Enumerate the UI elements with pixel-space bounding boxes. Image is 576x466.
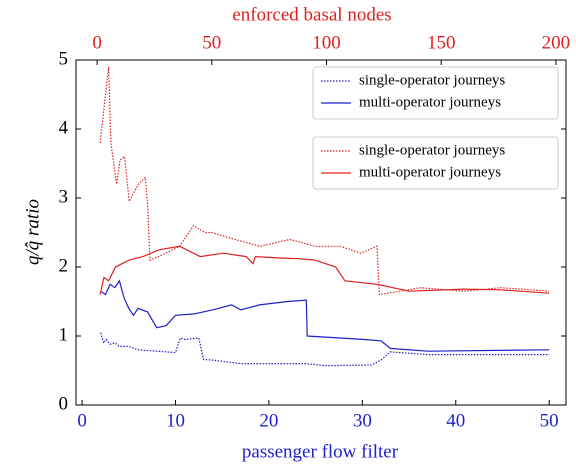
y-tick-label: 5 [59,48,69,69]
x-tick-label: 10 [166,410,185,431]
legend-label: single-operator journeys [359,142,505,158]
x-tick-label: 50 [540,410,559,431]
x2-tick-label: 150 [427,32,456,53]
x-tick-label: 30 [353,410,372,431]
x-axis-title: passenger flow filter [242,441,399,462]
y-tick-label: 2 [59,255,69,276]
y-tick-label: 4 [59,117,69,138]
series-line [99,66,550,296]
x-tick-label: 0 [77,410,87,431]
series-line [100,279,550,352]
y-tick-label: 3 [59,186,69,207]
plot-frame [75,59,567,406]
y-axis-title: q/q̂ ratio [22,199,43,265]
x2-tick-label: 50 [202,32,221,53]
legend-box [312,136,559,190]
x2-tick-label: 100 [312,32,341,53]
legend-label: multi-operator journeys [359,164,501,180]
top-axis-title: enforced basal nodes [232,4,391,25]
series-line [100,332,550,367]
x-tick-label: 20 [259,410,278,431]
legend-box [312,66,559,120]
legend-label: single-operator journeys [359,72,505,88]
x2-tick-label: 0 [92,32,102,53]
y-tick-label: 0 [59,393,69,414]
legend-label: multi-operator journeys [359,94,501,110]
x-tick-label: 40 [446,410,465,431]
y-tick-label: 1 [59,324,69,345]
series-line [99,245,550,295]
x2-tick-label: 200 [542,32,571,53]
